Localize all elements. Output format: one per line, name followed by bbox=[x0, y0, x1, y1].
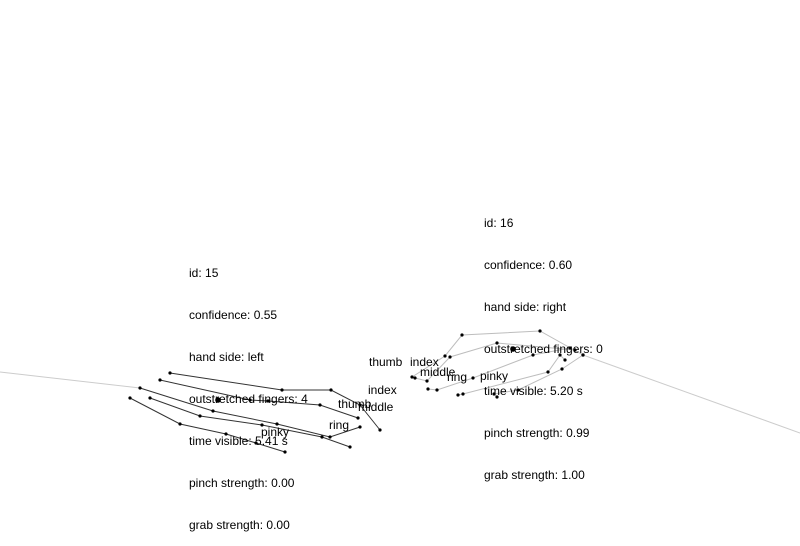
middle-joint-2 bbox=[471, 376, 475, 380]
outstretched-fingers-line: outstretched fingers: 0 bbox=[484, 342, 603, 356]
thumb-joint-4 bbox=[378, 428, 382, 432]
pinky-joint-4 bbox=[348, 445, 352, 449]
index-joint-0 bbox=[573, 348, 577, 352]
pinky-joint-3 bbox=[492, 392, 496, 396]
index-joint-1 bbox=[248, 398, 252, 402]
thumb-joint-2 bbox=[329, 388, 333, 392]
ring-joint-3 bbox=[461, 392, 465, 396]
index-joint-1 bbox=[495, 341, 499, 345]
middle-joint-4 bbox=[358, 425, 362, 429]
index-joint-2 bbox=[266, 399, 270, 403]
index-joint-4 bbox=[356, 416, 360, 420]
ring-label: ring bbox=[447, 370, 467, 384]
hand-side-line: hand side: left bbox=[189, 350, 264, 364]
forearm-line bbox=[582, 354, 800, 434]
pinky-joint-1 bbox=[198, 414, 202, 418]
thumb-joint-3 bbox=[358, 403, 362, 407]
middle-joint-1 bbox=[211, 409, 215, 413]
ring-joint-1 bbox=[178, 422, 182, 426]
hand-side-line: hand side: right bbox=[484, 300, 567, 314]
index-joint-3 bbox=[425, 379, 429, 383]
middle-joint-0 bbox=[138, 386, 142, 390]
thumb-joint-0 bbox=[168, 371, 172, 375]
middle-joint-0 bbox=[568, 346, 572, 350]
confidence-line: confidence: 0.60 bbox=[484, 258, 573, 272]
index-joint-0 bbox=[158, 378, 162, 382]
confidence-line: confidence: 0.55 bbox=[189, 308, 278, 322]
index-label: index bbox=[410, 355, 439, 369]
thumb-joint-3 bbox=[443, 354, 447, 358]
pinky-label: pinky bbox=[480, 369, 508, 383]
pinch-strength-line: pinch strength: 0.00 bbox=[189, 476, 295, 490]
ring-joint-2 bbox=[546, 370, 550, 374]
middle-joint-3 bbox=[328, 435, 332, 439]
thumb-joint-1 bbox=[280, 388, 284, 392]
ring-joint-4 bbox=[283, 450, 287, 454]
index-joint-4 bbox=[413, 376, 417, 380]
middle-joint-2 bbox=[275, 422, 279, 426]
grab-strength-line: grab strength: 1.00 bbox=[484, 468, 585, 482]
time-visible-line: time visible: 5.20 s bbox=[484, 384, 583, 398]
index-joint-3 bbox=[318, 403, 322, 407]
pinky-joint-0 bbox=[581, 353, 585, 357]
pinch-strength-line: pinch strength: 0.99 bbox=[484, 426, 590, 440]
index-label: index bbox=[368, 383, 397, 397]
thumb-joint-4 bbox=[410, 375, 414, 379]
pinky-joint-4 bbox=[495, 395, 499, 399]
ring-joint-3 bbox=[254, 441, 258, 445]
thumb-label: thumb bbox=[338, 397, 372, 411]
grab-strength-line: grab strength: 0.00 bbox=[189, 518, 290, 532]
ring-joint-1 bbox=[558, 353, 562, 357]
middle-joint-3 bbox=[435, 388, 439, 392]
pinky-label: pinky bbox=[261, 425, 289, 439]
palm-center-point bbox=[510, 346, 516, 352]
forearm-line bbox=[0, 371, 141, 389]
pinky-joint-0 bbox=[148, 396, 152, 400]
thumb-joint-1 bbox=[538, 329, 542, 333]
pinky-joint-3 bbox=[320, 435, 324, 439]
middle-label: middle bbox=[420, 365, 456, 379]
time-visible-line: time visible: 5.41 s bbox=[189, 434, 288, 448]
middle-joint-1 bbox=[531, 353, 535, 357]
ring-label: ring bbox=[329, 418, 349, 432]
ring-joint-2 bbox=[224, 432, 228, 436]
ring-joint-4 bbox=[456, 393, 460, 397]
ring-joint-0 bbox=[563, 358, 567, 362]
thumb-joint-2 bbox=[460, 333, 464, 337]
hand-id-line: id: 15 bbox=[189, 266, 219, 280]
index-joint-2 bbox=[448, 355, 452, 359]
outstretched-fingers-line: outstretched fingers: 4 bbox=[189, 392, 308, 406]
palm-center-point bbox=[215, 397, 221, 403]
pinky-joint-2 bbox=[260, 423, 264, 427]
ring-joint-0 bbox=[128, 396, 132, 400]
thumb-label: thumb bbox=[369, 355, 403, 369]
hand-info-panel-right: id: 16 confidence: 0.60 hand side: right… bbox=[484, 188, 603, 496]
pinky-joint-2 bbox=[516, 388, 520, 392]
middle-joint-4 bbox=[426, 387, 430, 391]
hand-id-line: id: 16 bbox=[484, 216, 514, 230]
pinky-joint-1 bbox=[560, 367, 564, 371]
middle-label: middle bbox=[358, 400, 394, 414]
